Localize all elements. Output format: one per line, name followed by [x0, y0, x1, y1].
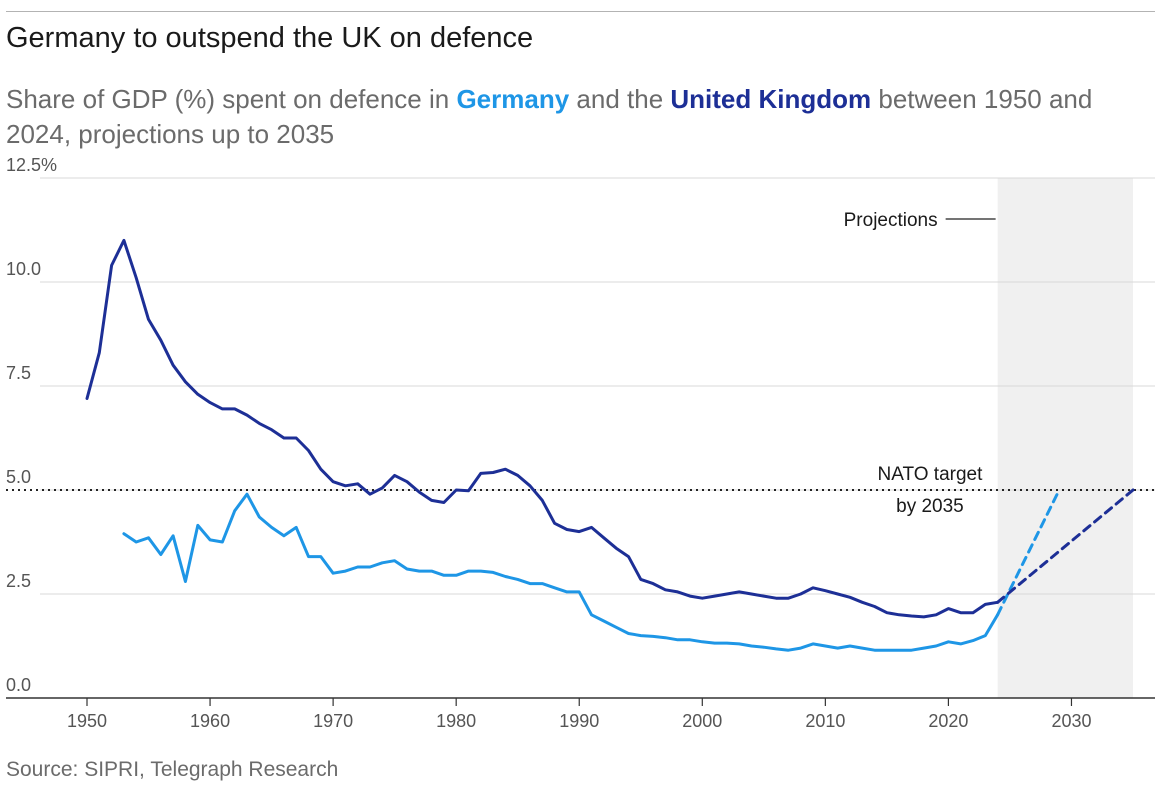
nato-target-label-line1: NATO target — [878, 464, 984, 485]
y-tick-label: 10.0 — [6, 259, 41, 279]
x-tick-label: 2030 — [1051, 711, 1091, 731]
x-tick-label: 2010 — [805, 711, 845, 731]
y-tick-label: 7.5 — [6, 363, 31, 383]
y-tick-label: 0.0 — [6, 675, 31, 695]
uk-projection-line — [996, 488, 1135, 604]
subtitle-suffix: between 1950 and 2024, projections up to… — [6, 84, 1093, 149]
x-tick-label: 1950 — [67, 711, 107, 731]
projection-band — [997, 178, 1133, 698]
uk-line — [85, 238, 1000, 619]
subtitle-germany: Germany — [456, 84, 570, 114]
x-tick-label: 1980 — [436, 711, 476, 731]
subtitle-prefix: Share of GDP (%) spent on defence in — [6, 84, 457, 114]
nato-target-label-line2: by 2035 — [896, 496, 964, 517]
x-tick-label: 1990 — [559, 711, 599, 731]
y-tick-label: 12.5% — [6, 155, 57, 175]
subtitle-middle: and the — [569, 84, 671, 114]
germany-line — [122, 492, 1000, 652]
chart-title: Germany to outspend the UK on defence — [6, 22, 534, 54]
x-tick-label: 2000 — [682, 711, 722, 731]
x-tick-label: 2020 — [928, 711, 968, 731]
y-tick-label: 2.5 — [6, 571, 31, 591]
top-rule — [6, 11, 1155, 12]
y-tick-label: 5.0 — [6, 467, 31, 487]
x-tick-label: 1970 — [313, 711, 353, 731]
x-tick-label: 1960 — [190, 711, 230, 731]
chart-subtitle: Share of GDP (%) spent on defence in Ger… — [6, 82, 1156, 152]
subtitle-uk: United Kingdom — [670, 84, 872, 114]
source-note: Source: SIPRI, Telegraph Research — [6, 758, 339, 781]
projections-label: Projections — [844, 210, 938, 231]
